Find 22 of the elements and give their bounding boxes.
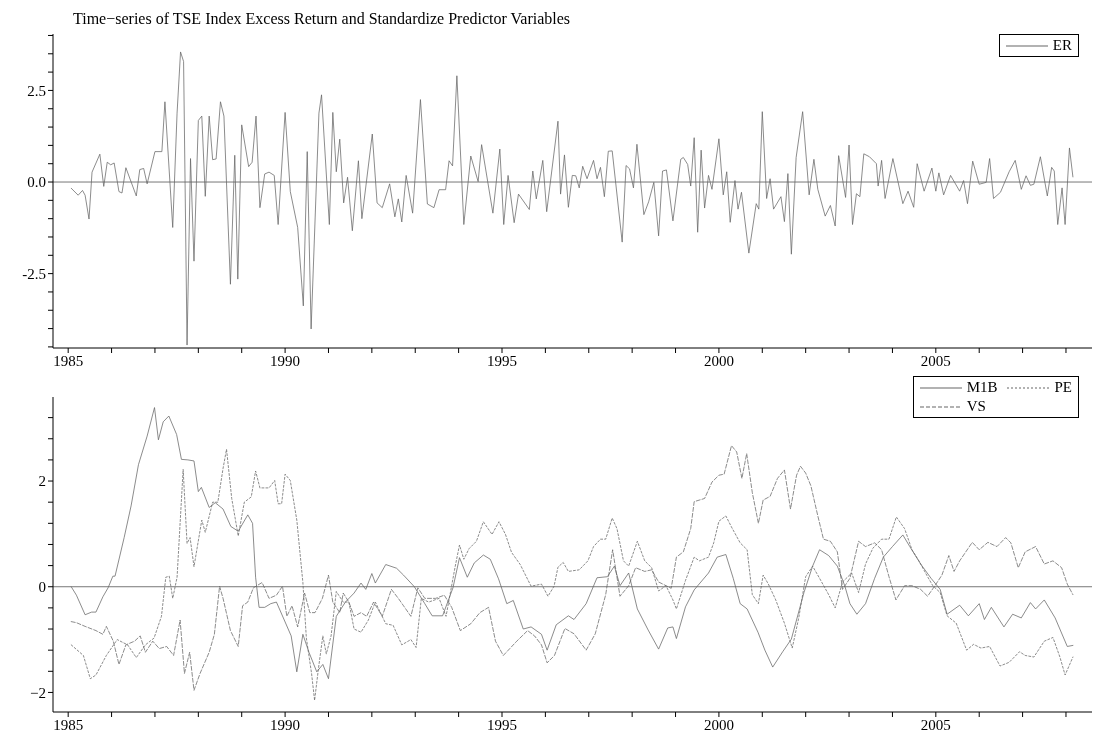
x-tick-label: 1985	[53, 716, 84, 733]
legend-label: ER	[1052, 36, 1072, 55]
x-tick-label: 2000	[703, 716, 734, 733]
x-tick-label: 2005	[920, 716, 951, 733]
legend-label: PE	[1054, 378, 1072, 397]
y-tick-label: 2	[38, 473, 46, 490]
x-tick-label: 2000	[703, 352, 734, 369]
x-tick-label: 1990	[270, 716, 301, 733]
legend-label: VS	[966, 397, 986, 416]
y-tick-label: -2.5	[22, 265, 46, 282]
y-tick-label: 0.0	[27, 174, 46, 191]
x-tick-label: 2005	[920, 352, 951, 369]
y-tick-label: 2.5	[27, 82, 46, 99]
y-tick-label: −2	[30, 684, 46, 701]
x-tick-label: 1995	[487, 352, 517, 369]
x-tick-label: 1990	[270, 352, 301, 369]
line-series	[70, 51, 1074, 346]
chart-title: Time−series of TSE Index Excess Return and Standardize Predictor Variables	[72, 9, 572, 29]
x-tick-label: 1995	[487, 716, 517, 733]
legend-label: M1B	[966, 378, 998, 397]
y-tick-label: 0	[38, 579, 46, 596]
x-tick-label: 1985	[53, 352, 84, 369]
